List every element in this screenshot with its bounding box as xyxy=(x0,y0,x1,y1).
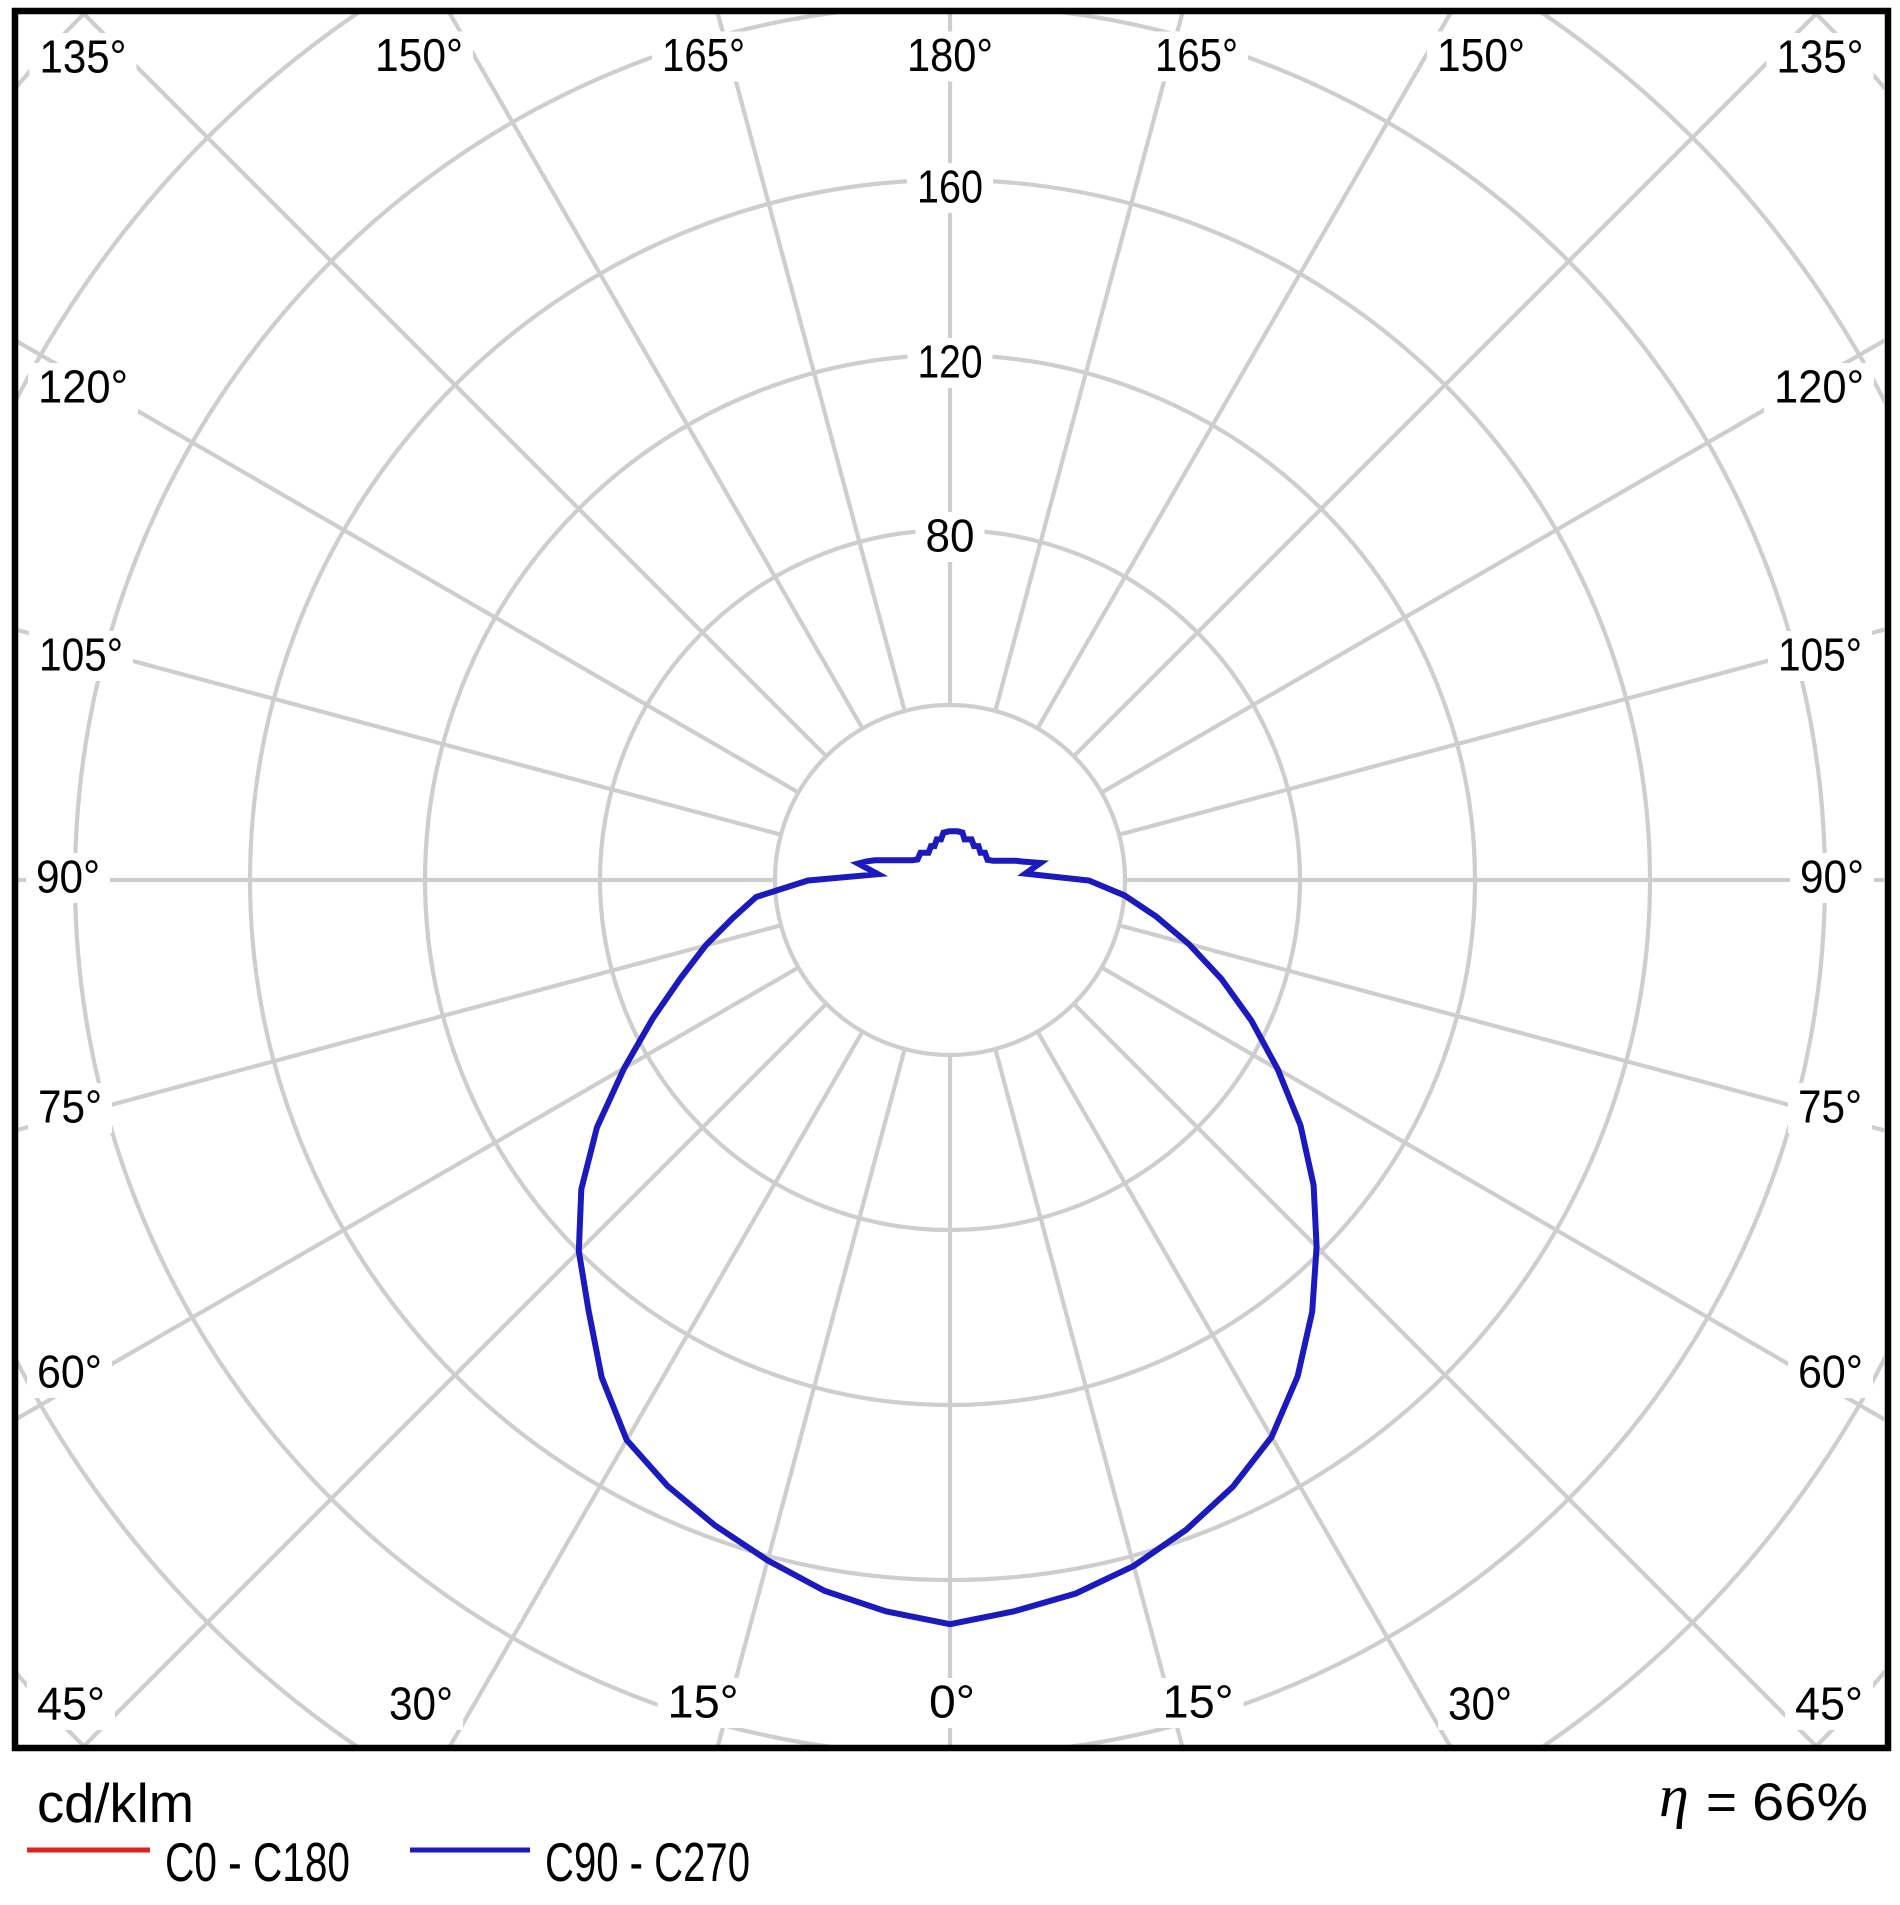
svg-text:75°: 75° xyxy=(1798,1081,1862,1133)
svg-text:150°: 150° xyxy=(1437,29,1525,81)
svg-text:80: 80 xyxy=(926,510,975,562)
svg-text:=: = xyxy=(1706,1773,1737,1832)
svg-text:0°: 0° xyxy=(929,1676,975,1728)
svg-text:120°: 120° xyxy=(1774,361,1864,413)
svg-text:105°: 105° xyxy=(1778,629,1862,681)
svg-text:66%: 66% xyxy=(1752,1773,1868,1832)
svg-text:120°: 120° xyxy=(38,361,128,413)
svg-text:135°: 135° xyxy=(40,31,127,83)
svg-text:C90 - C270: C90 - C270 xyxy=(545,1831,750,1893)
svg-text:90°: 90° xyxy=(1800,851,1864,903)
svg-text:45°: 45° xyxy=(1795,1678,1863,1730)
svg-text:45°: 45° xyxy=(37,1678,105,1730)
svg-text:75°: 75° xyxy=(38,1081,102,1133)
svg-text:30°: 30° xyxy=(389,1678,453,1730)
svg-text:165°: 165° xyxy=(662,29,745,81)
svg-text:120: 120 xyxy=(918,336,983,388)
svg-text:165°: 165° xyxy=(1155,29,1238,81)
svg-text:η: η xyxy=(1659,1763,1689,1829)
svg-text:180°: 180° xyxy=(907,29,993,81)
svg-text:105°: 105° xyxy=(39,629,123,681)
svg-text:C0 - C180: C0 - C180 xyxy=(165,1831,350,1893)
svg-text:150°: 150° xyxy=(375,29,463,81)
svg-text:15°: 15° xyxy=(1163,1676,1234,1728)
svg-text:cd/klm: cd/klm xyxy=(37,1772,194,1834)
svg-text:30°: 30° xyxy=(1448,1678,1512,1730)
svg-text:160: 160 xyxy=(917,161,983,213)
svg-text:60°: 60° xyxy=(37,1346,102,1398)
svg-text:15°: 15° xyxy=(668,1676,739,1728)
svg-text:90°: 90° xyxy=(36,851,100,903)
svg-text:60°: 60° xyxy=(1798,1346,1863,1398)
svg-text:135°: 135° xyxy=(1777,31,1864,83)
